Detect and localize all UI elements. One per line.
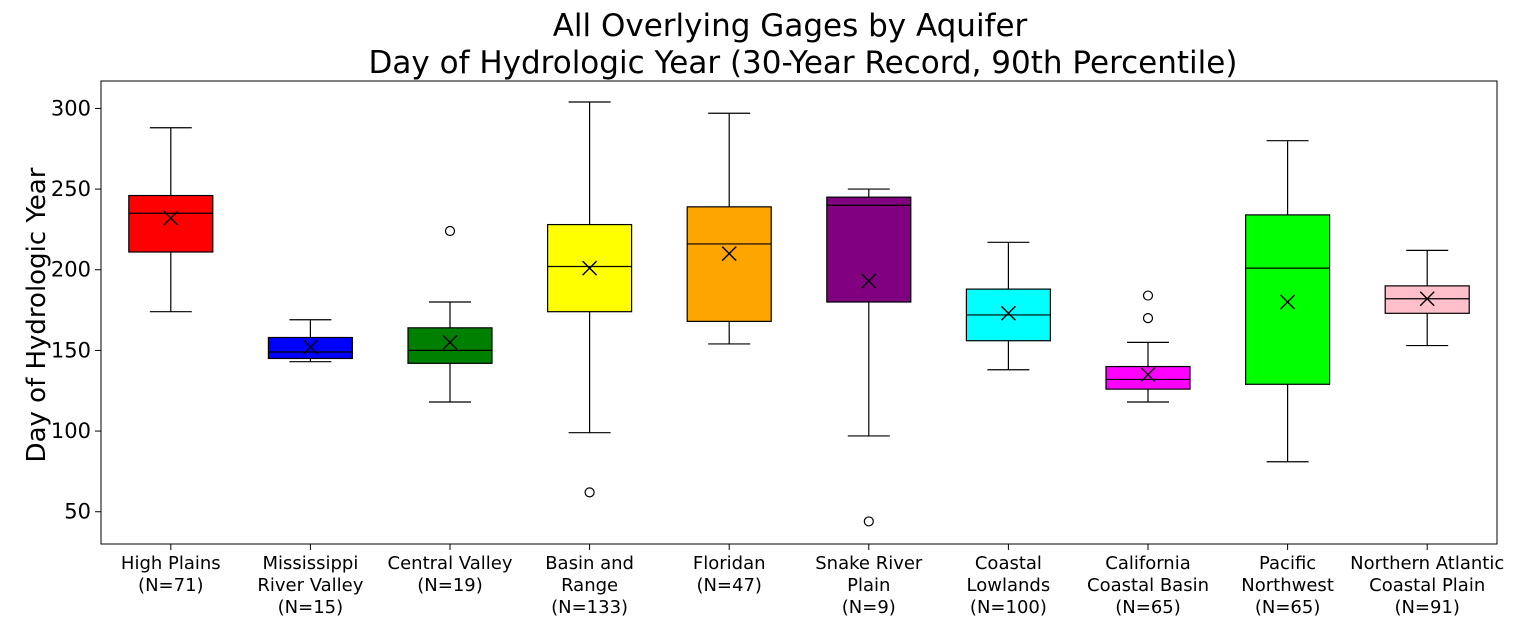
outlier-point xyxy=(584,487,595,498)
x-tick-label: Northern Atlantic Coastal Plain (N=91) xyxy=(1350,553,1504,618)
x-tick-label-line: Snake River xyxy=(815,553,923,574)
x-tick-label-line: Plain xyxy=(847,575,890,596)
plot-frame xyxy=(100,80,1498,545)
outlier-point xyxy=(863,516,874,527)
x-tick-label-line: (N=100) xyxy=(970,597,1047,618)
x-tick-label-line: Range xyxy=(561,575,618,596)
mean-marker xyxy=(1000,305,1016,321)
x-tick-label-line: California xyxy=(1105,553,1190,574)
x-tick-label-line: Coastal Basin xyxy=(1087,575,1209,596)
x-tick-label-line: (N=133) xyxy=(551,597,628,618)
x-tick-label: Central Valley (N=19) xyxy=(388,553,513,596)
y-tick-label: 200 xyxy=(51,258,91,282)
box xyxy=(826,196,912,303)
x-tick-label-line: (N=47) xyxy=(696,575,762,596)
mean-marker xyxy=(1419,291,1435,307)
x-tick-label-line: Pacific xyxy=(1259,553,1316,574)
chart-subtitle: Day of Hydrologic Year (30-Year Record, … xyxy=(369,45,1238,81)
mean-marker xyxy=(582,260,598,276)
x-tick-label-line: Basin and xyxy=(545,553,634,574)
x-tick-label-line: Mississippi xyxy=(262,553,358,574)
x-tick-label: Coastal Lowlands (N=100) xyxy=(967,553,1051,618)
chart-title: All Overlying Gages by Aquifer xyxy=(553,8,1028,44)
box xyxy=(686,206,772,322)
x-tick-label: Snake River Plain (N=9) xyxy=(815,553,923,618)
x-tick-label-line: (N=9) xyxy=(842,597,896,618)
x-tick-label: Floridan (N=47) xyxy=(693,553,766,596)
box xyxy=(407,327,493,364)
x-tick-label-line: Lowlands xyxy=(967,575,1051,596)
x-tick-label-line: Northwest xyxy=(1241,575,1334,596)
x-tick-label-line: River Valley xyxy=(257,575,363,596)
y-axis-label: Day of Hydrologic Year xyxy=(22,167,52,462)
mean-marker xyxy=(163,210,179,226)
mean-marker xyxy=(1280,294,1296,310)
mean-marker xyxy=(861,273,877,289)
outlier-point xyxy=(1142,313,1154,324)
x-tick-label: Mississippi River Valley (N=15) xyxy=(257,553,363,618)
x-tick-label-line: (N=65) xyxy=(1115,597,1181,618)
x-tick-label-line: High Plains xyxy=(121,553,221,574)
x-tick-label: Basin and Range (N=133) xyxy=(545,553,634,618)
x-tick-label-line: (N=19) xyxy=(417,575,483,596)
mean-marker xyxy=(442,334,458,350)
plot-area: 50 100 150 200 250 300 High Plains (N=71) Missis… xyxy=(51,80,1504,618)
y-tick-label: 300 xyxy=(51,96,91,120)
x-tick-label: High Plains (N=71) xyxy=(121,553,221,596)
outlier-point xyxy=(444,225,456,237)
x-tick-label-line: Northern Atlantic xyxy=(1350,553,1504,574)
x-tick-label-line: Floridan xyxy=(693,553,766,574)
mean-marker xyxy=(1140,367,1156,383)
x-tick-label-line: (N=71) xyxy=(138,575,204,596)
y-tick-label: 50 xyxy=(64,500,91,524)
x-tick-label-line: Coastal xyxy=(975,553,1042,574)
x-tick-label-line: Central Valley xyxy=(388,553,513,574)
mean-marker xyxy=(721,246,737,262)
y-tick-label: 250 xyxy=(51,177,91,201)
x-tick-label: California Coastal Basin (N=65) xyxy=(1087,553,1209,618)
x-tick-label-line: (N=91) xyxy=(1394,597,1460,618)
box xyxy=(128,194,214,253)
x-tick-label-line: (N=15) xyxy=(278,597,344,618)
x-tick-label-line: Coastal Plain xyxy=(1369,575,1485,596)
box xyxy=(1105,365,1191,390)
x-tick-label: Pacific Northwest (N=65) xyxy=(1241,553,1334,618)
y-tick-label: 100 xyxy=(51,419,91,443)
box xyxy=(1244,214,1331,385)
x-tick-label-line: (N=65) xyxy=(1255,597,1321,618)
outlier-point xyxy=(1142,290,1154,301)
mean-marker xyxy=(302,339,318,355)
y-tick-label: 150 xyxy=(51,338,91,362)
